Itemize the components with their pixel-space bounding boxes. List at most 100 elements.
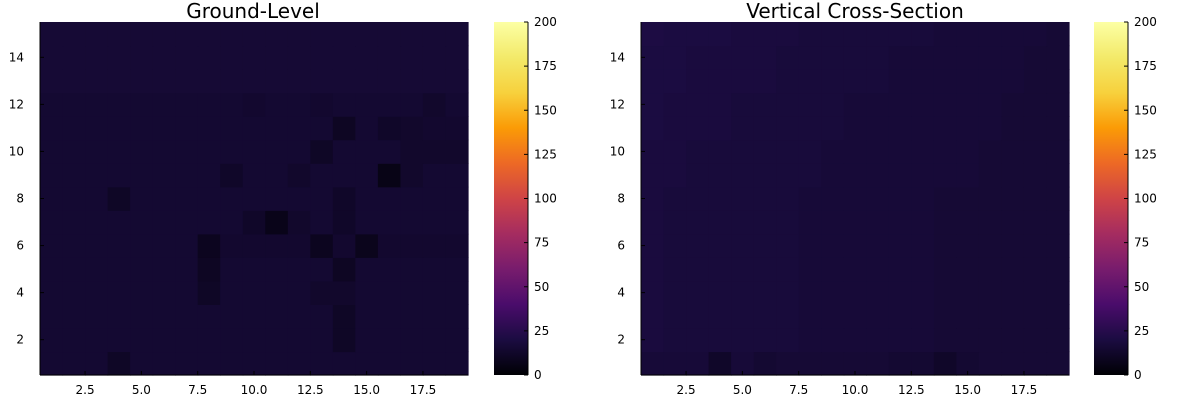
heatmap-cell <box>377 233 402 258</box>
heatmap-cell <box>355 304 379 329</box>
heatmap-cell <box>130 304 154 329</box>
heatmap-cell <box>422 22 447 47</box>
heatmap-panel-vertical-cross-section: Vertical Cross-Section 2.5 5.0 7.5 10.0 12.5… <box>610 0 1157 397</box>
heatmap-cell <box>798 304 822 329</box>
heatmap-cell <box>978 304 1003 329</box>
heatmap-cell <box>130 92 154 117</box>
chart-title: Ground-Level <box>186 0 320 23</box>
heatmap-cell <box>1046 304 1070 329</box>
heatmap-cell <box>62 69 86 94</box>
heatmap-cell <box>843 163 867 188</box>
heatmap-cell <box>197 163 221 188</box>
heatmap-cell <box>242 210 266 235</box>
heatmap-cell <box>753 280 777 305</box>
heatmap-cell <box>332 45 356 70</box>
heatmap-cell <box>197 92 221 117</box>
heatmap-cell <box>1046 327 1070 353</box>
heatmap-cell <box>978 163 1003 188</box>
colorbar-gradient <box>494 22 528 375</box>
heatmap-cell <box>888 280 912 305</box>
heatmap-cell <box>776 233 800 258</box>
heatmap-cell <box>377 210 402 235</box>
heatmap-cell <box>753 139 777 164</box>
heatmap-cell <box>287 163 311 188</box>
heatmap-cell <box>933 257 957 282</box>
heatmap-cell <box>310 233 334 258</box>
heatmap-cell <box>332 163 356 188</box>
heatmap-cell <box>152 327 176 353</box>
heatmap-cell <box>332 139 356 164</box>
heatmap-cell <box>287 22 311 47</box>
heatmap-cell <box>332 210 356 235</box>
heatmap-cell <box>355 139 379 164</box>
heatmap-cell <box>1046 233 1070 258</box>
heatmap-cell <box>686 210 710 235</box>
y-tick-label: 2 <box>617 333 625 347</box>
heatmap-cell <box>866 280 890 305</box>
heatmap-cell <box>911 233 935 258</box>
heatmap-cell <box>445 280 469 305</box>
heatmap-cell <box>175 116 199 141</box>
heatmap-cell <box>242 69 266 94</box>
heatmap-cell <box>40 45 64 70</box>
heatmap-cell <box>1001 139 1025 164</box>
heatmap-cell <box>821 233 845 258</box>
heatmap-cell <box>686 45 710 70</box>
heatmap-cell <box>956 139 980 164</box>
heatmap-cell <box>708 257 732 282</box>
heatmap-cell <box>798 210 822 235</box>
heatmap-cell <box>978 327 1003 353</box>
heatmap-cell <box>1023 257 1048 282</box>
heatmap-cell <box>663 327 687 353</box>
heatmap-cell <box>1001 280 1025 305</box>
heatmap-cell <box>377 69 402 94</box>
heatmap-cell <box>400 186 424 211</box>
heatmap-cell <box>888 139 912 164</box>
heatmap-cell <box>287 233 311 258</box>
x-tick-label: 7.5 <box>789 383 808 397</box>
heatmap-cell <box>911 69 935 94</box>
heatmap-cell <box>400 22 424 47</box>
heatmap-cell <box>708 280 732 305</box>
y-ticks: 2 4 6 8 10 12 14 <box>9 50 44 347</box>
heatmap-cell <box>1023 163 1048 188</box>
heatmap-cell <box>888 304 912 329</box>
heatmap-cell <box>85 163 109 188</box>
heatmap-cell <box>978 186 1003 211</box>
heatmap-cell <box>776 280 800 305</box>
heatmap-cell <box>641 92 665 117</box>
heatmap-cell <box>686 186 710 211</box>
heatmap-cell <box>821 186 845 211</box>
colorbar-tick-label: 150 <box>1134 103 1157 117</box>
heatmap-cell <box>85 327 109 353</box>
heatmap-cell <box>287 327 311 353</box>
heatmap-cell <box>933 186 957 211</box>
y-tick-label: 4 <box>617 286 625 300</box>
heatmap-cell <box>1001 45 1025 70</box>
heatmap-cell <box>310 327 334 353</box>
heatmap-cell <box>956 22 980 47</box>
heatmap-cell <box>62 45 86 70</box>
heatmap-cell <box>1046 257 1070 282</box>
heatmap-cell <box>731 280 755 305</box>
heatmap-cell <box>377 45 402 70</box>
heatmap-cell <box>978 233 1003 258</box>
heatmap-cell <box>445 116 469 141</box>
heatmap-cell <box>85 116 109 141</box>
heatmap-cell <box>911 45 935 70</box>
heatmap-cell <box>197 233 221 258</box>
heatmap-cell <box>888 327 912 353</box>
heatmap-cell <box>663 22 687 47</box>
colorbar-tick-label: 125 <box>1134 147 1157 161</box>
heatmap-cell <box>911 304 935 329</box>
heatmap-cell <box>287 45 311 70</box>
heatmap-cell <box>866 304 890 329</box>
heatmap-cell <box>1046 22 1070 47</box>
heatmap-cell <box>332 233 356 258</box>
heatmap-cell <box>933 22 957 47</box>
colorbar-tick-label: 175 <box>534 59 557 73</box>
heatmap-cell <box>40 304 64 329</box>
heatmap-cell <box>265 351 289 376</box>
heatmap-cell <box>843 69 867 94</box>
